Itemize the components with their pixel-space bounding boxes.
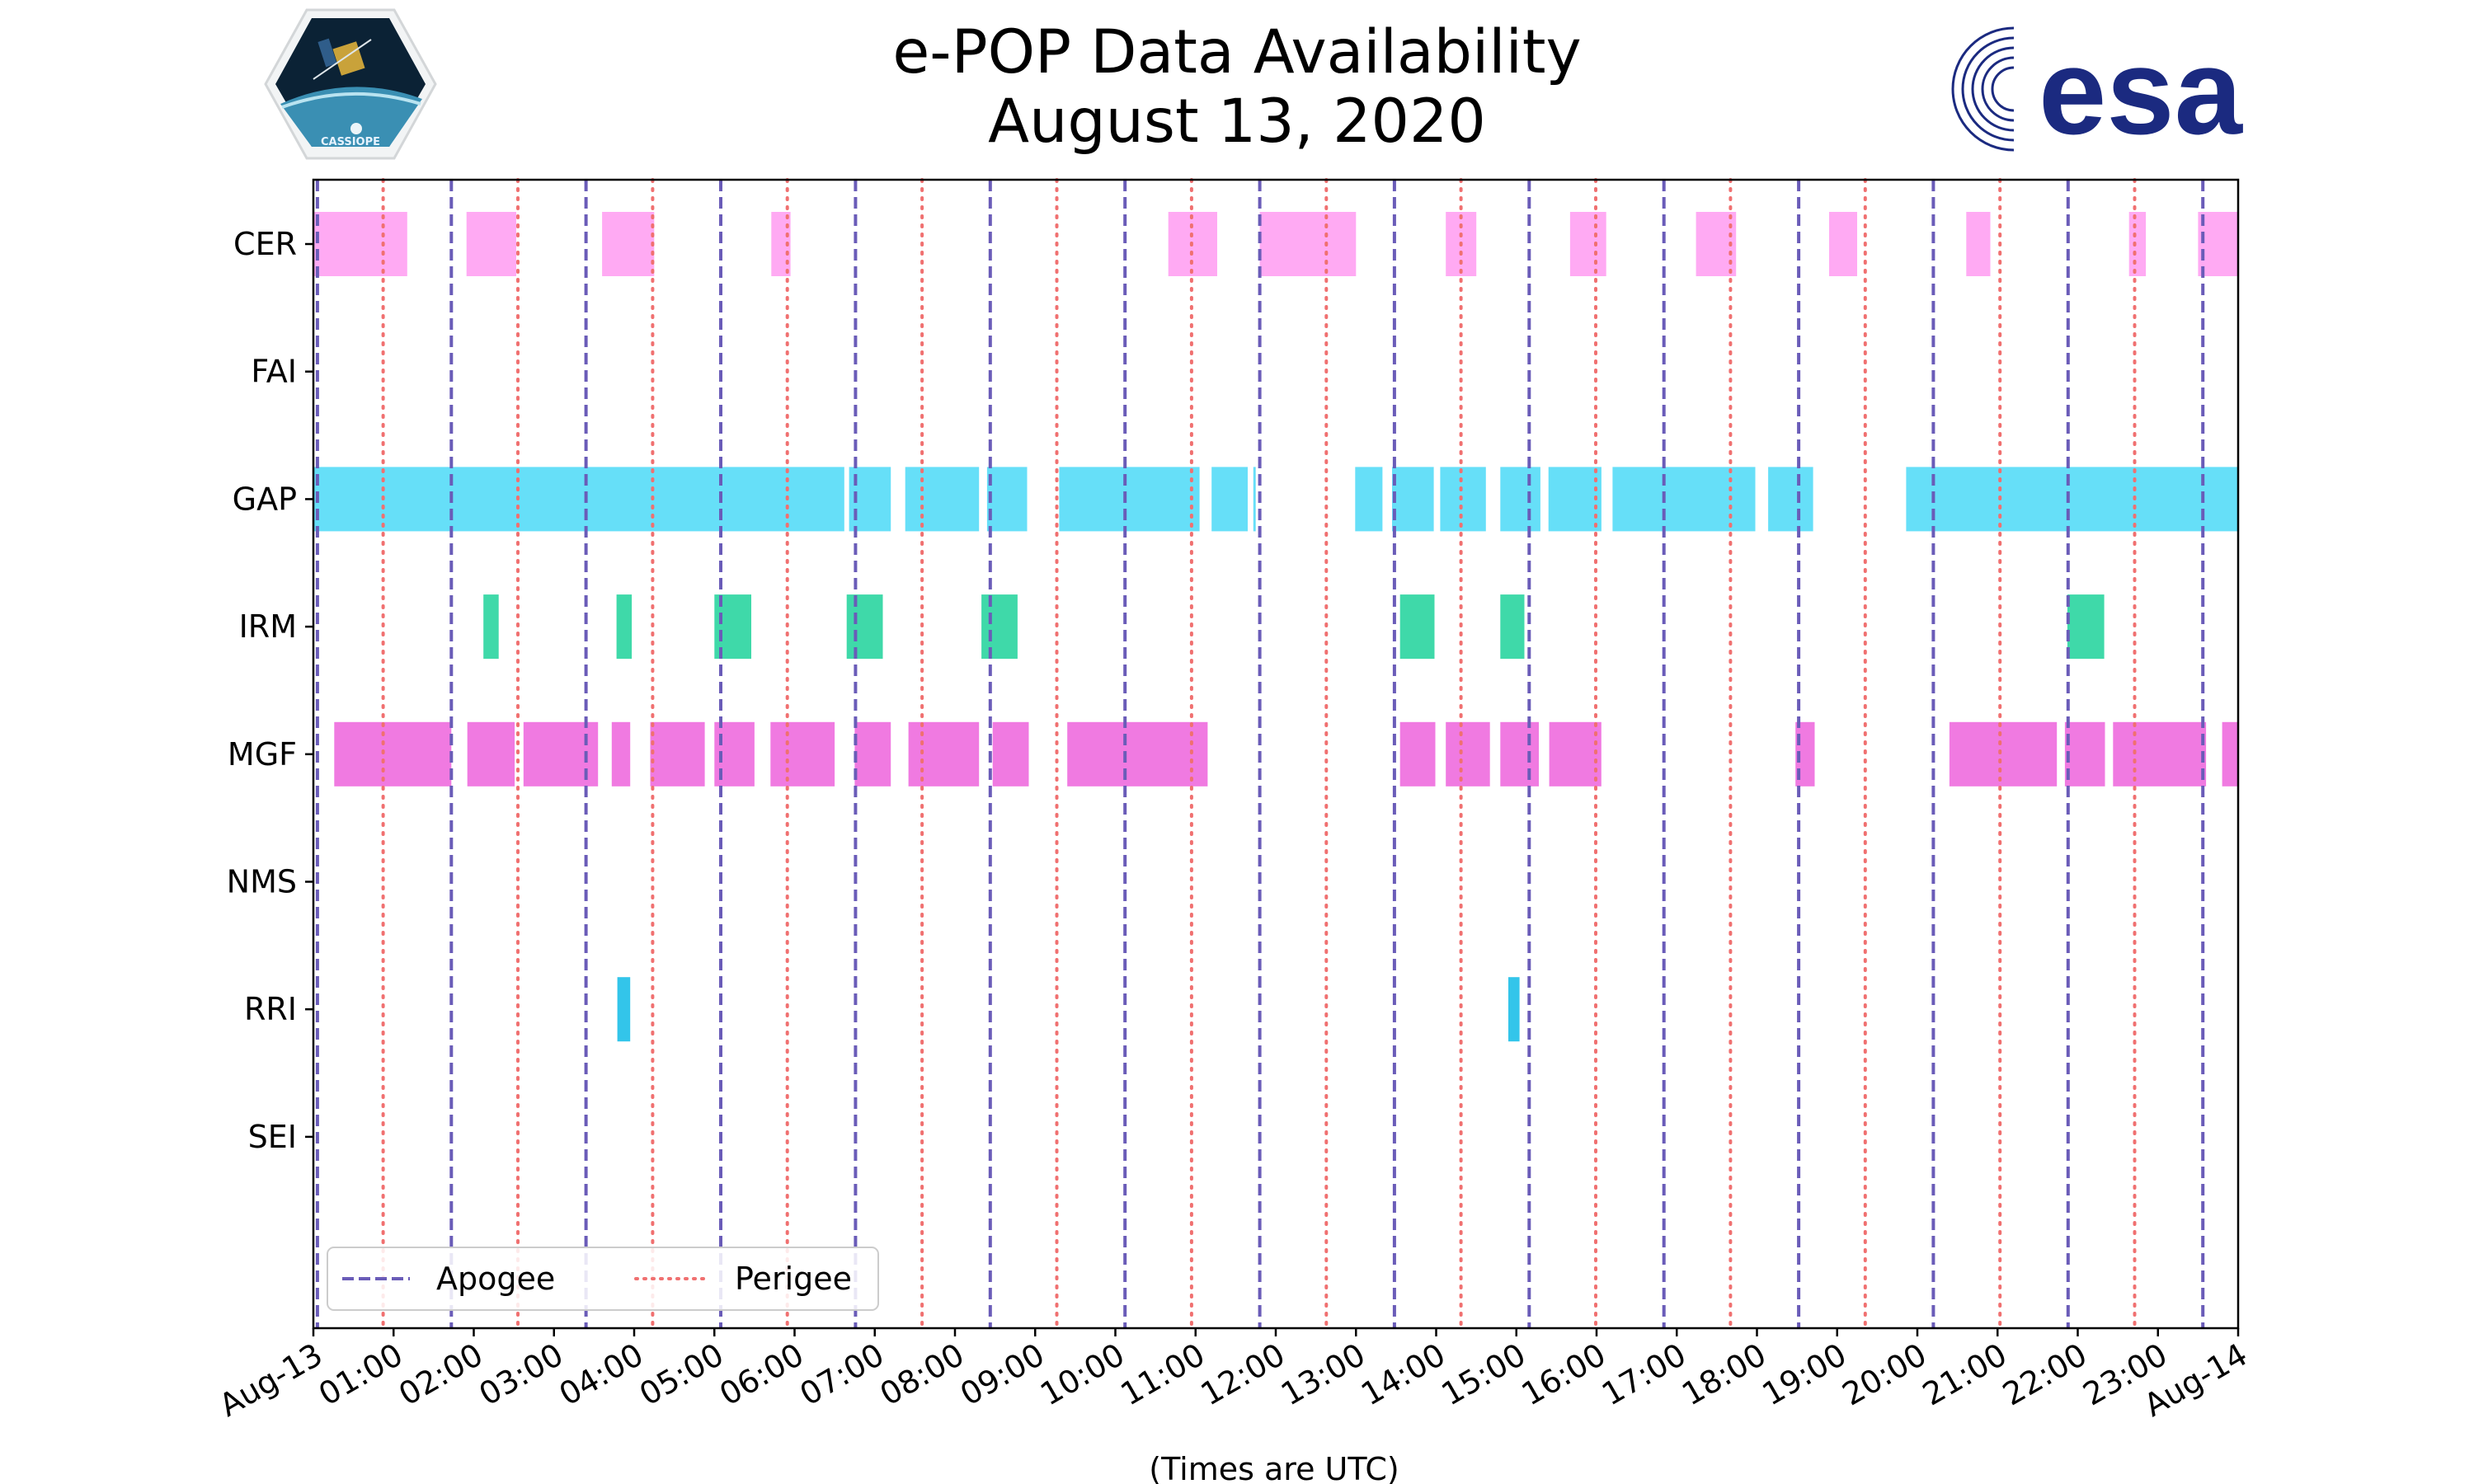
x-tick-label-14: 14:00 <box>1355 1336 1451 1413</box>
bar-mgf-18 <box>2113 721 2207 787</box>
data-bars <box>313 212 2238 1042</box>
orbit-reference-lines <box>315 178 2205 1330</box>
bar-mgf-19 <box>2222 721 2238 787</box>
bar-gap-8 <box>1392 467 1434 532</box>
bar-gap-13 <box>1768 467 1813 532</box>
bar-mgf-13 <box>1500 721 1539 787</box>
x-tick-label-7: 07:00 <box>793 1336 890 1413</box>
x-tick-label-5: 05:00 <box>633 1336 730 1413</box>
bar-irm-0 <box>483 594 499 660</box>
x-tick-label-3: 03:00 <box>473 1336 569 1413</box>
bar-cer-9 <box>1829 212 1857 276</box>
bar-cer-1 <box>466 212 516 276</box>
x-tick-label-2: 02:00 <box>393 1336 489 1413</box>
bar-irm-3 <box>846 594 883 660</box>
y-tick-label-sei: SEI <box>248 1119 297 1155</box>
y-tick-label-rri: RRI <box>244 991 297 1027</box>
x-tick-label-19: 19:00 <box>1756 1336 1852 1413</box>
bar-gap-6 <box>1253 467 1256 532</box>
chart-title-line2: August 13, 2020 <box>988 87 1486 157</box>
bar-cer-0 <box>313 212 407 276</box>
bar-gap-5 <box>1211 467 1248 532</box>
esa-logo-text: esa <box>2039 24 2244 160</box>
chart-title: e-POP Data Availability August 13, 2020 <box>0 18 2474 157</box>
bar-gap-14 <box>1906 467 2238 532</box>
x-tick-label-4: 04:00 <box>553 1336 650 1413</box>
bar-mgf-4 <box>650 721 705 787</box>
x-tick-label-6: 06:00 <box>713 1336 810 1413</box>
bar-gap-11 <box>1548 467 1602 532</box>
bar-gap-7 <box>1355 467 1383 532</box>
satellite-icon <box>313 38 372 80</box>
bar-irm-7 <box>2067 594 2105 660</box>
bar-gap-12 <box>1612 467 1756 532</box>
x-tick-label-0: Aug-13 <box>213 1336 328 1424</box>
y-tick-label-gap: GAP <box>233 481 297 517</box>
x-tick-label-15: 15:00 <box>1435 1336 1531 1413</box>
bar-mgf-9 <box>992 721 1029 787</box>
bar-mgf-3 <box>611 721 631 787</box>
bar-mgf-8 <box>908 721 980 787</box>
y-tick-label-irm: IRM <box>239 608 297 645</box>
esa-logo: esa <box>1951 24 2244 160</box>
x-axis: Aug-1301:0002:0003:0004:0005:0006:0007:0… <box>213 1328 2254 1424</box>
x-tick-label-22: 22:00 <box>1997 1336 2093 1413</box>
bar-mgf-11 <box>1399 721 1436 787</box>
x-tick-label-17: 17:00 <box>1596 1336 1692 1413</box>
bar-rri-1 <box>1508 977 1520 1042</box>
bar-mgf-14 <box>1549 721 1602 787</box>
x-tick-label-11: 11:00 <box>1114 1336 1211 1413</box>
bar-gap-3 <box>986 467 1028 532</box>
x-tick-label-8: 08:00 <box>874 1336 971 1413</box>
x-axis-title: (Times are UTC) <box>1149 1451 1399 1484</box>
legend-apogee-label: Apogee <box>436 1261 555 1297</box>
legend: Apogee Perigee <box>327 1247 879 1311</box>
x-tick-label-20: 20:00 <box>1837 1336 1933 1413</box>
bar-irm-4 <box>981 594 1018 660</box>
bar-rri-0 <box>617 977 631 1042</box>
bar-mgf-16 <box>1949 721 2058 787</box>
x-tick-label-1: 01:00 <box>313 1336 409 1413</box>
bar-gap-4 <box>1059 467 1200 532</box>
bar-cer-12 <box>2198 212 2238 276</box>
bar-mgf-12 <box>1446 721 1490 787</box>
x-tick-label-10: 10:00 <box>1034 1336 1131 1413</box>
cassiope-logo-text: CASSIOPE <box>321 136 380 148</box>
bar-mgf-0 <box>334 721 452 787</box>
bar-gap-10 <box>1500 467 1540 532</box>
x-tick-label-13: 13:00 <box>1275 1336 1371 1413</box>
bar-gap-9 <box>1440 467 1486 532</box>
x-tick-label-16: 16:00 <box>1516 1336 1612 1413</box>
y-tick-label-nms: NMS <box>227 864 297 900</box>
bar-cer-10 <box>1966 212 1991 276</box>
bar-cer-7 <box>1569 212 1606 276</box>
earth-horizon-icon <box>280 87 422 147</box>
bar-mgf-10 <box>1067 721 1208 787</box>
bar-irm-5 <box>1399 594 1435 660</box>
x-tick-label-9: 09:00 <box>954 1336 1051 1413</box>
y-axis: CER FAI GAP IRM MGF NMS RRI SEI <box>227 226 313 1155</box>
bar-irm-1 <box>616 594 633 660</box>
cassiope-mission-logo: CASSIOPE <box>264 8 437 160</box>
y-tick-label-fai: FAI <box>251 354 297 390</box>
bar-gap-0 <box>313 467 844 532</box>
bar-mgf-6 <box>770 721 835 787</box>
legend-perigee-label: Perigee <box>735 1261 852 1297</box>
bar-cer-3 <box>771 212 791 276</box>
bar-gap-2 <box>905 467 980 532</box>
x-tick-label-12: 12:00 <box>1195 1336 1291 1413</box>
y-tick-label-cer: CER <box>233 226 297 262</box>
bar-mgf-1 <box>467 721 515 787</box>
bar-cer-5 <box>1259 212 1357 276</box>
chart-title-line1: e-POP Data Availability <box>892 17 1582 87</box>
bar-mgf-17 <box>2064 721 2105 787</box>
y-tick-label-mgf: MGF <box>228 736 297 773</box>
bar-cer-2 <box>602 212 655 276</box>
bar-cer-11 <box>2128 212 2147 276</box>
bar-irm-6 <box>1500 594 1525 660</box>
x-tick-label-21: 21:00 <box>1917 1336 2013 1413</box>
x-tick-label-18: 18:00 <box>1676 1336 1772 1413</box>
bar-mgf-7 <box>854 721 891 787</box>
